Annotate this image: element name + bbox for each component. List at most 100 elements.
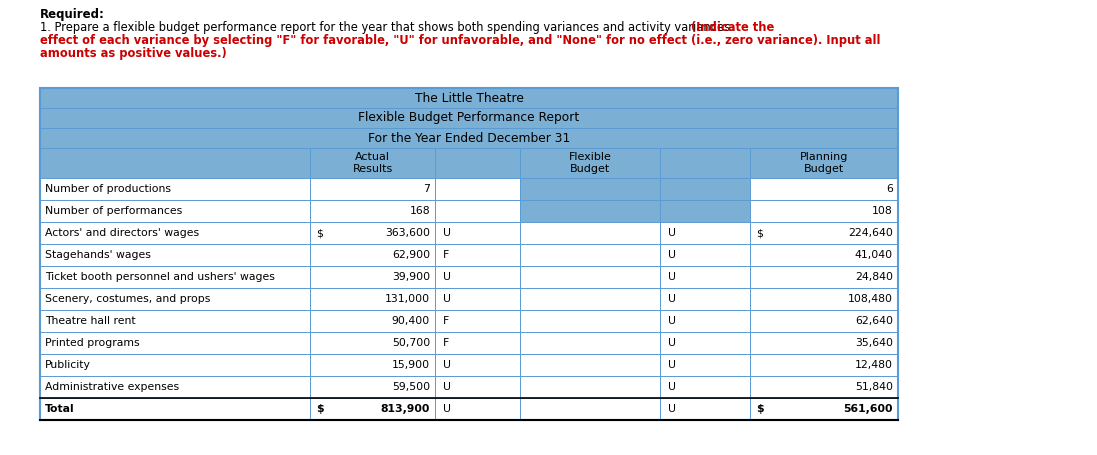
Bar	[310, 332, 436, 354]
Text: 6: 6	[886, 184, 893, 194]
Bar	[436, 178, 520, 200]
Bar	[39, 200, 310, 222]
Text: U: U	[668, 360, 676, 370]
Bar	[436, 376, 520, 398]
Bar	[39, 310, 310, 332]
Text: U: U	[668, 316, 676, 326]
Bar	[39, 288, 310, 310]
Bar	[310, 178, 436, 200]
Bar	[520, 178, 660, 200]
Text: U: U	[668, 228, 676, 238]
Bar	[660, 244, 750, 266]
Bar	[39, 354, 310, 376]
Text: 62,900: 62,900	[392, 250, 430, 260]
Bar	[310, 288, 436, 310]
Text: 108: 108	[872, 206, 893, 216]
Bar	[39, 108, 898, 128]
Bar	[660, 148, 750, 178]
Bar	[436, 200, 520, 222]
Bar	[310, 266, 436, 288]
Bar	[310, 354, 436, 376]
Text: U: U	[668, 294, 676, 304]
Bar	[39, 88, 898, 108]
Text: U: U	[443, 404, 451, 414]
Text: 41,040: 41,040	[855, 250, 893, 260]
Text: 7: 7	[423, 184, 430, 194]
Bar	[660, 376, 750, 398]
Text: F: F	[443, 338, 450, 348]
Bar	[310, 148, 436, 178]
Bar	[750, 266, 898, 288]
Text: Total: Total	[45, 404, 75, 414]
Text: Flexible Budget Performance Report: Flexible Budget Performance Report	[359, 111, 579, 125]
Text: $: $	[756, 228, 762, 238]
Text: 363,600: 363,600	[385, 228, 430, 238]
Text: 35,640: 35,640	[855, 338, 893, 348]
Bar	[660, 222, 750, 244]
Bar	[520, 266, 660, 288]
Bar	[310, 310, 436, 332]
Bar	[750, 398, 898, 420]
Bar	[520, 222, 660, 244]
Bar	[750, 244, 898, 266]
Text: F: F	[443, 316, 450, 326]
Text: 168: 168	[409, 206, 430, 216]
Text: 561,600: 561,600	[844, 404, 893, 414]
Bar	[310, 376, 436, 398]
Bar	[660, 354, 750, 376]
Text: 90,400: 90,400	[392, 316, 430, 326]
Text: Theatre hall rent: Theatre hall rent	[45, 316, 136, 326]
Text: 50,700: 50,700	[392, 338, 430, 348]
Bar	[520, 288, 660, 310]
Text: (Indicate the: (Indicate the	[691, 21, 774, 34]
Text: U: U	[668, 250, 676, 260]
Text: 62,640: 62,640	[855, 316, 893, 326]
Text: U: U	[443, 382, 451, 392]
Text: U: U	[443, 228, 451, 238]
Text: $: $	[316, 228, 323, 238]
Text: U: U	[668, 272, 676, 282]
Bar	[39, 376, 310, 398]
Bar	[750, 332, 898, 354]
Bar	[660, 288, 750, 310]
Bar	[520, 354, 660, 376]
Text: 108,480: 108,480	[848, 294, 893, 304]
Text: effect of each variance by selecting "F" for favorable, "U" for unfavorable, and: effect of each variance by selecting "F"…	[39, 34, 881, 47]
Text: $: $	[316, 404, 324, 414]
Bar	[520, 376, 660, 398]
Text: 51,840: 51,840	[855, 382, 893, 392]
Bar	[750, 148, 898, 178]
Bar	[520, 310, 660, 332]
Bar	[660, 332, 750, 354]
Text: U: U	[668, 338, 676, 348]
Bar	[310, 398, 436, 420]
Text: Publicity: Publicity	[45, 360, 91, 370]
Bar	[750, 222, 898, 244]
Bar	[436, 398, 520, 420]
Text: For the Year Ended December 31: For the Year Ended December 31	[367, 131, 570, 145]
Text: Number of performances: Number of performances	[45, 206, 182, 216]
Bar	[436, 244, 520, 266]
Text: $: $	[756, 404, 764, 414]
Bar	[310, 244, 436, 266]
Bar	[750, 178, 898, 200]
Bar	[750, 354, 898, 376]
Text: 813,900: 813,900	[381, 404, 430, 414]
Bar	[660, 178, 750, 200]
Bar	[39, 178, 310, 200]
Text: 59,500: 59,500	[392, 382, 430, 392]
Text: Ticket booth personnel and ushers' wages: Ticket booth personnel and ushers' wages	[45, 272, 275, 282]
Text: 224,640: 224,640	[848, 228, 893, 238]
Text: U: U	[443, 360, 451, 370]
Bar	[520, 398, 660, 420]
Text: U: U	[443, 294, 451, 304]
Text: U: U	[668, 382, 676, 392]
Bar	[520, 244, 660, 266]
Bar	[39, 222, 310, 244]
Text: Scenery, costumes, and props: Scenery, costumes, and props	[45, 294, 211, 304]
Bar	[520, 332, 660, 354]
Bar	[750, 376, 898, 398]
Text: Number of productions: Number of productions	[45, 184, 171, 194]
Bar	[39, 332, 310, 354]
Bar	[310, 222, 436, 244]
